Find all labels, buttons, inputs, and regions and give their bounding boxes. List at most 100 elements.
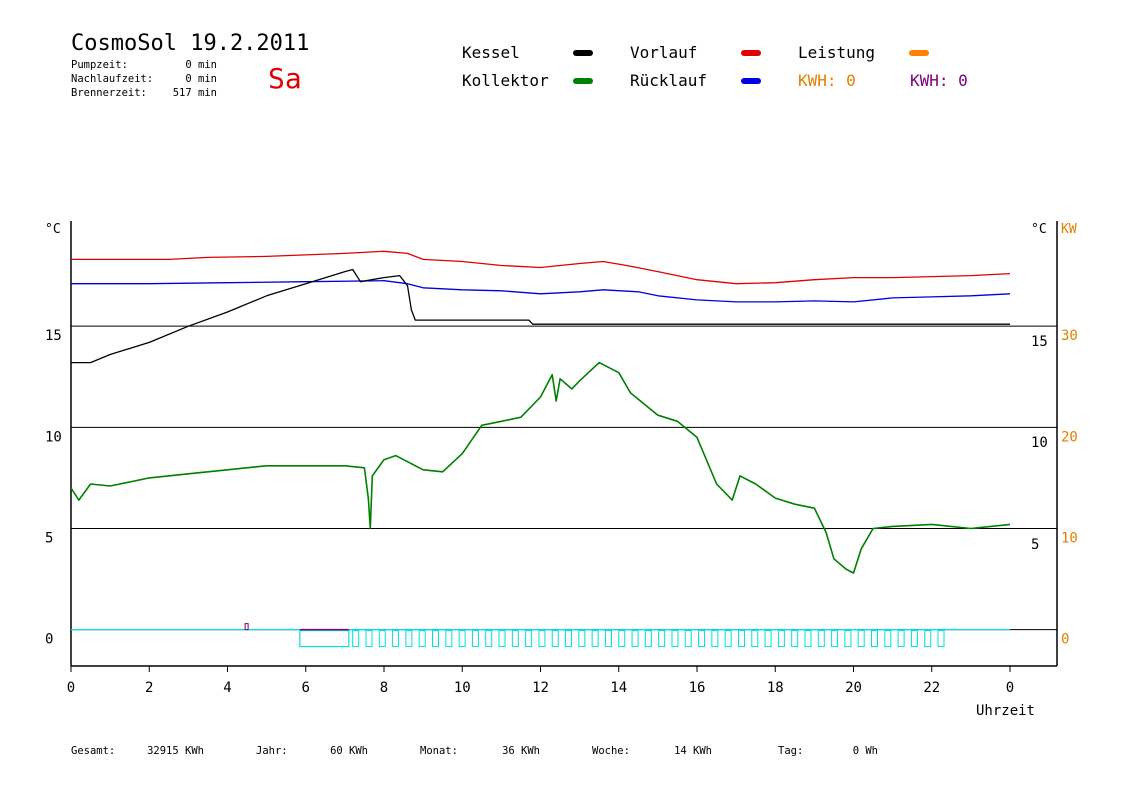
- brenner-spike: [244, 623, 249, 631]
- pump-pulse: [578, 630, 586, 648]
- total-label: Monat:: [420, 745, 458, 757]
- legend-label-vorlauf: Vorlauf: [630, 43, 697, 62]
- energy-totals: Gesamt: 32915 KWh Jahr: 60 KWh Monat: 36 KWh W…: [71, 745, 878, 757]
- pump-pulse: [378, 630, 386, 648]
- series-line-kollektor: [70, 361, 1011, 574]
- pump-pulse: [684, 630, 692, 648]
- pump-pulse: [418, 630, 426, 648]
- x-axis-label: Uhrzeit: [976, 703, 1035, 719]
- series-line-vorlauf: [71, 250, 1011, 285]
- y-tick-label-left: 0: [45, 632, 53, 648]
- stat-label: Nachlaufzeit:: [71, 73, 153, 85]
- pump-pulse: [844, 630, 852, 648]
- x-tick-label: 16: [689, 680, 706, 696]
- y-tick-label-right-power: 0: [1061, 632, 1069, 648]
- pump-pulse: [392, 630, 400, 648]
- pump-block: [299, 629, 350, 648]
- y-tick-label-right-temp: 10: [1031, 435, 1048, 451]
- total-value: 14 KWh: [674, 745, 712, 757]
- stat-value: 0 min: [185, 73, 217, 85]
- legend: Kessel Vorlauf Leistung Kollektor Rücklauf KW…: [462, 43, 968, 90]
- pump-pulse: [884, 630, 892, 648]
- pump-pulse: [791, 630, 799, 648]
- pump-pulse: [817, 630, 825, 648]
- pump-pulse: [352, 630, 360, 648]
- pump-pulse: [432, 630, 440, 648]
- pump-pulse: [658, 630, 666, 648]
- y-tick-label-right-power: 10: [1061, 530, 1078, 546]
- legend-label-kessel: Kessel: [462, 43, 520, 62]
- y-tick-label-left: 15: [45, 328, 62, 344]
- pump-pulse: [764, 630, 772, 648]
- total-label: Gesamt:: [71, 745, 115, 757]
- total-value: 36 KWh: [502, 745, 540, 757]
- pump-pulse: [671, 630, 679, 648]
- y-tick-label-left: 10: [45, 429, 62, 445]
- x-tick-label: 20: [845, 680, 862, 696]
- pump-pulse: [711, 630, 719, 648]
- total-label: Woche:: [592, 745, 630, 757]
- pump-pulse: [538, 630, 546, 648]
- pump-pulse: [831, 630, 839, 648]
- page-title: CosmoSol 19.2.2011: [71, 31, 309, 56]
- x-tick-label: 12: [532, 680, 549, 696]
- pump-pulse: [737, 630, 745, 648]
- weekday-label: Sa: [268, 62, 302, 95]
- pump-pulse: [445, 630, 453, 648]
- pump-pulse: [604, 630, 612, 648]
- pump-pulse: [897, 630, 905, 648]
- x-tick-label: 0: [67, 680, 75, 696]
- x-tick-label: 4: [223, 680, 231, 696]
- pump-pulse: [565, 630, 573, 648]
- pump-pulse: [698, 630, 706, 648]
- stat-label: Brennerzeit:: [71, 87, 147, 99]
- x-tick-label: 22: [923, 680, 940, 696]
- y-tick-label-left: 5: [45, 530, 53, 546]
- stat-label: Pumpzeit:: [71, 59, 128, 71]
- pump-pulse: [870, 630, 878, 648]
- series-line-rcklauf: [71, 280, 1011, 303]
- y-unit-right-power: KW: [1061, 222, 1077, 237]
- x-tick-label: 6: [302, 680, 310, 696]
- y-tick-label-right-power: 20: [1061, 429, 1078, 445]
- pump-pulse: [458, 630, 466, 648]
- pump-pulse: [751, 630, 759, 648]
- pump-pulse: [724, 630, 732, 648]
- pump-pulse: [405, 630, 413, 648]
- kwh-readout: KWH: 0: [798, 71, 856, 90]
- total-value: 60 KWh: [330, 745, 368, 757]
- pump-pulse: [777, 630, 785, 648]
- series-line-kessel: [71, 268, 1010, 364]
- kwh-readout: KWH: 0: [910, 71, 968, 90]
- plot-area: 0 5 10 15 °C °C KW 5 10 15 0 10 20 30 0 2 4 6 8 10 12 14 16 18 2…: [45, 221, 1078, 719]
- y-tick-label-right-power: 30: [1061, 328, 1078, 344]
- pump-pulse: [804, 630, 812, 648]
- x-tick-label: 14: [610, 680, 627, 696]
- x-tick-label: 2: [145, 680, 153, 696]
- pump-pulse: [631, 630, 639, 648]
- pump-pulse: [551, 630, 559, 648]
- y-unit-right-temp: °C: [1031, 222, 1047, 237]
- pump-pulse: [857, 630, 865, 648]
- y-unit-left: °C: [45, 222, 61, 237]
- pump-pulse: [591, 630, 599, 648]
- header: CosmoSol 19.2.2011 Sa Pumpzeit: 0 min Nach…: [71, 31, 968, 99]
- total-label: Tag:: [778, 745, 803, 757]
- y-tick-label-right-temp: 5: [1031, 537, 1039, 553]
- pump-pulse: [937, 630, 945, 648]
- x-tick-label: 8: [380, 680, 388, 696]
- x-tick-label: 18: [767, 680, 784, 696]
- x-tick-label: 0: [1006, 680, 1014, 696]
- x-tick-label: 10: [454, 680, 471, 696]
- total-value: 0 Wh: [853, 745, 878, 757]
- legend-label-rcklauf: Rücklauf: [630, 71, 707, 90]
- total-value: 32915 KWh: [147, 745, 204, 757]
- pump-pulse: [471, 630, 479, 648]
- pump-pulse: [644, 630, 652, 648]
- pump-pulse: [924, 630, 932, 648]
- legend-label-leistung: Leistung: [798, 43, 875, 62]
- pump-pulse: [910, 630, 918, 648]
- pump-pulse: [511, 630, 519, 648]
- y-tick-label-right-temp: 15: [1031, 334, 1048, 350]
